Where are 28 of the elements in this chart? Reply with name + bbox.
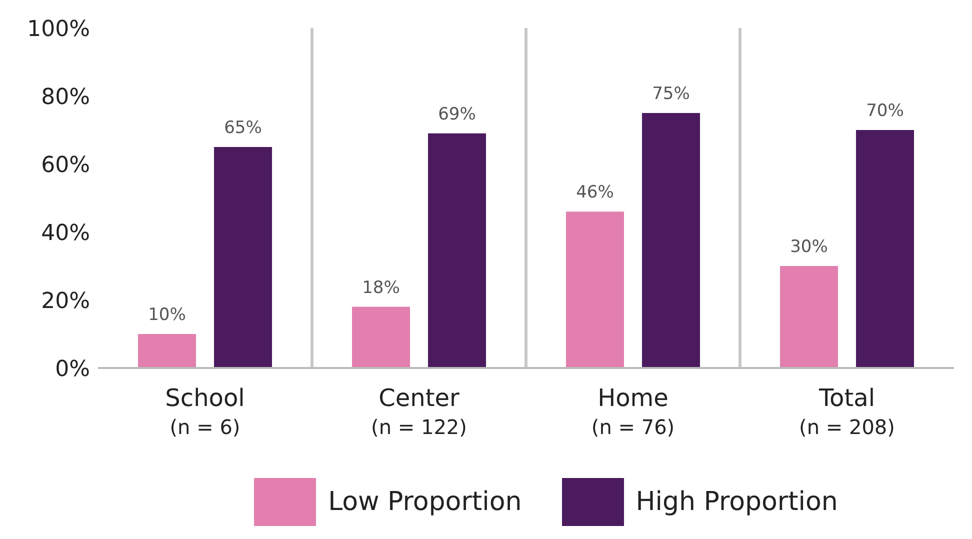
x-tick-label: Center (n = 122) [371,384,467,439]
bar [428,133,486,368]
y-tick-label: 20% [41,288,90,314]
y-tick-label: 60% [41,152,90,178]
y-tick-label: 40% [41,220,90,246]
data-label: 30% [790,237,828,257]
x-tick-label: School (n = 6) [165,384,245,439]
x-tick-label: Home (n = 76) [591,384,675,439]
data-label: 75% [652,84,690,104]
bar [856,130,914,368]
data-label: 10% [148,305,186,325]
x-tick-label: Total (n = 208) [799,384,895,439]
data-label: 18% [362,278,400,298]
bar [138,334,196,368]
y-tick-label: 0% [55,356,90,382]
data-label: 46% [576,182,614,203]
bar [352,306,410,368]
bar [642,113,700,368]
data-label: 70% [866,101,904,121]
legend-label: High Proportion [636,487,838,517]
y-tick-label: 100% [27,16,90,42]
bar [780,266,838,368]
legend-label: Low Proportion [328,487,522,517]
bar [214,147,272,368]
data-label: 69% [438,104,476,124]
y-tick-label: 80% [41,84,90,110]
bar [566,212,624,368]
data-label: 65% [224,118,262,138]
